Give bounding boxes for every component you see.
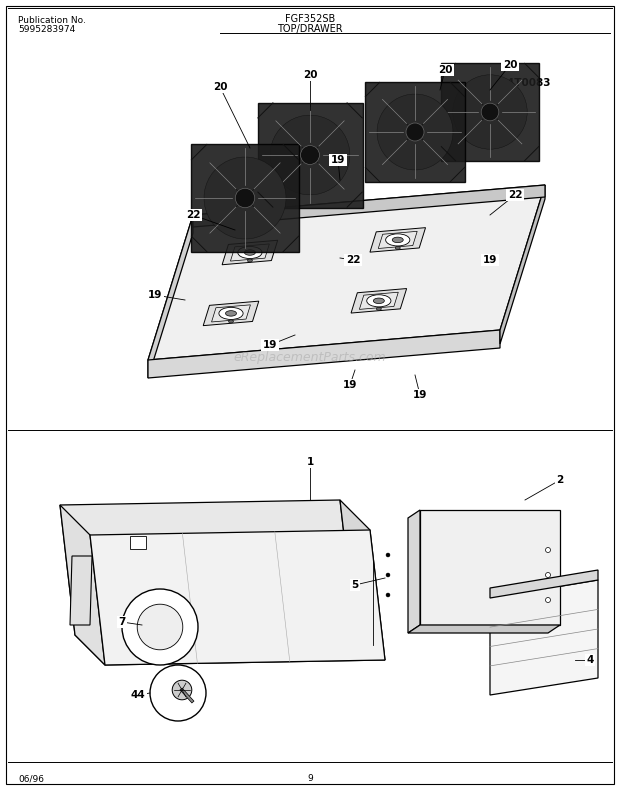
Ellipse shape [301,145,319,164]
Polygon shape [90,530,385,665]
Ellipse shape [395,246,401,250]
Polygon shape [351,288,407,313]
Polygon shape [495,85,527,138]
Polygon shape [148,215,193,378]
Ellipse shape [172,680,192,700]
Ellipse shape [386,593,390,597]
Polygon shape [251,169,286,227]
Text: 20: 20 [303,70,317,80]
Ellipse shape [546,573,551,577]
Polygon shape [270,126,304,183]
Text: 1: 1 [306,457,314,467]
Ellipse shape [367,295,391,307]
Ellipse shape [481,103,499,121]
Polygon shape [464,75,516,107]
Polygon shape [75,630,385,665]
Polygon shape [365,82,465,182]
Polygon shape [377,105,409,159]
Bar [130,536,146,548]
Text: 44: 44 [131,690,145,700]
Text: 5995283974: 5995283974 [18,25,75,34]
Ellipse shape [122,589,198,665]
Polygon shape [408,510,420,633]
Ellipse shape [546,597,551,603]
Ellipse shape [392,237,403,243]
Polygon shape [216,157,274,192]
Text: 22: 22 [186,210,200,220]
Polygon shape [60,500,355,635]
Text: P24T0083: P24T0083 [492,78,550,88]
Ellipse shape [238,246,262,258]
Polygon shape [370,228,425,252]
Text: 19: 19 [148,290,162,300]
Ellipse shape [229,320,234,323]
Polygon shape [211,305,250,322]
Text: 9: 9 [307,774,313,783]
Ellipse shape [376,307,381,310]
Text: TOP/DRAWER: TOP/DRAWER [277,24,343,34]
Text: 19: 19 [413,390,427,400]
Text: 4: 4 [587,655,594,665]
Polygon shape [420,510,560,625]
Polygon shape [420,105,453,159]
Polygon shape [257,103,363,208]
Text: 19: 19 [263,340,277,350]
Text: 06/96: 06/96 [18,774,44,783]
Text: 2: 2 [556,475,564,485]
Text: Publication No.: Publication No. [18,16,86,25]
Ellipse shape [150,665,206,721]
Polygon shape [388,137,442,170]
Polygon shape [148,185,545,360]
Ellipse shape [546,547,551,552]
Text: eReplacementParts.com: eReplacementParts.com [234,351,386,363]
Polygon shape [464,118,516,149]
Text: 19: 19 [331,155,345,165]
Text: 20: 20 [503,60,517,70]
Polygon shape [203,301,259,325]
Ellipse shape [386,573,390,577]
Polygon shape [378,231,417,249]
Polygon shape [490,580,598,695]
Polygon shape [408,625,560,633]
Ellipse shape [244,250,255,255]
Text: FGF352SB: FGF352SB [285,14,335,24]
Polygon shape [340,500,385,660]
Text: 22: 22 [346,255,360,265]
Ellipse shape [247,259,252,262]
Polygon shape [500,185,545,344]
Polygon shape [453,85,484,138]
Polygon shape [231,244,269,261]
Polygon shape [490,570,598,598]
Polygon shape [281,115,339,149]
Polygon shape [70,556,92,625]
Polygon shape [60,505,105,665]
Polygon shape [316,126,350,183]
Ellipse shape [219,307,243,319]
Polygon shape [193,185,545,227]
Text: 5: 5 [352,580,358,590]
Polygon shape [216,204,274,239]
Polygon shape [204,169,239,227]
Ellipse shape [406,123,424,141]
Text: 19: 19 [343,380,357,390]
Ellipse shape [386,234,410,246]
Text: 20: 20 [438,65,452,75]
Polygon shape [388,94,442,126]
Ellipse shape [235,188,255,208]
Ellipse shape [373,298,384,303]
Polygon shape [191,144,299,252]
Text: 22: 22 [508,190,522,200]
Ellipse shape [386,553,390,557]
Text: 20: 20 [213,82,228,92]
Polygon shape [360,292,398,310]
Polygon shape [441,63,539,161]
Text: 19: 19 [483,255,497,265]
Polygon shape [281,161,339,195]
Polygon shape [148,330,500,378]
Text: 7: 7 [118,617,126,627]
Ellipse shape [137,604,183,650]
Polygon shape [222,240,278,265]
Ellipse shape [226,310,236,316]
